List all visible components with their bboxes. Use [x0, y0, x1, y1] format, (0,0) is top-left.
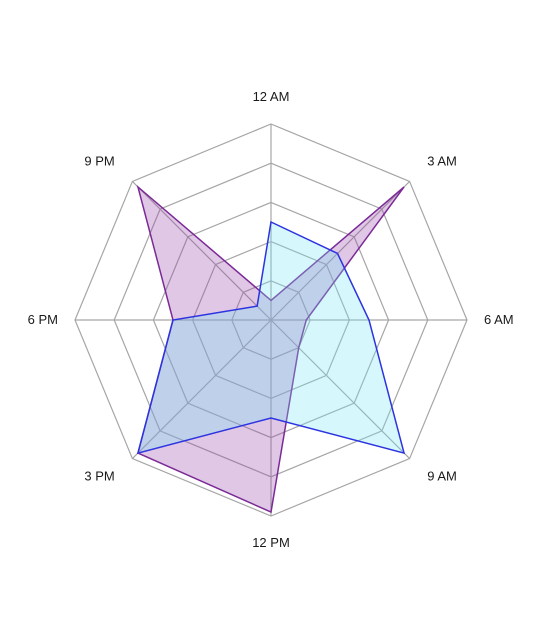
radar-grid — [74, 123, 468, 517]
axis-label-1: 3 AM — [427, 154, 457, 169]
grid-spoke-7 — [131, 180, 272, 321]
axis-label-0: 12 AM — [253, 89, 290, 104]
series-1-polygon — [136, 184, 405, 514]
radar-series — [136, 184, 406, 514]
axis-label-7: 9 PM — [84, 154, 114, 169]
axis-label-2: 6 AM — [484, 312, 514, 327]
series-2-polygon — [136, 220, 406, 455]
axis-label-4: 12 PM — [252, 535, 290, 550]
grid-spoke-3 — [270, 319, 411, 460]
grid-spoke-1 — [270, 180, 411, 321]
axis-label-5: 3 PM — [84, 468, 114, 483]
axis-label-3: 9 AM — [427, 468, 457, 483]
axis-label-6: 6 PM — [28, 312, 58, 327]
grid-spoke-5 — [131, 319, 272, 460]
axis-labels: 12 AM 3 AM 6 AM 9 AM 12 PM 3 PM 6 PM 9 PM — [28, 89, 514, 550]
